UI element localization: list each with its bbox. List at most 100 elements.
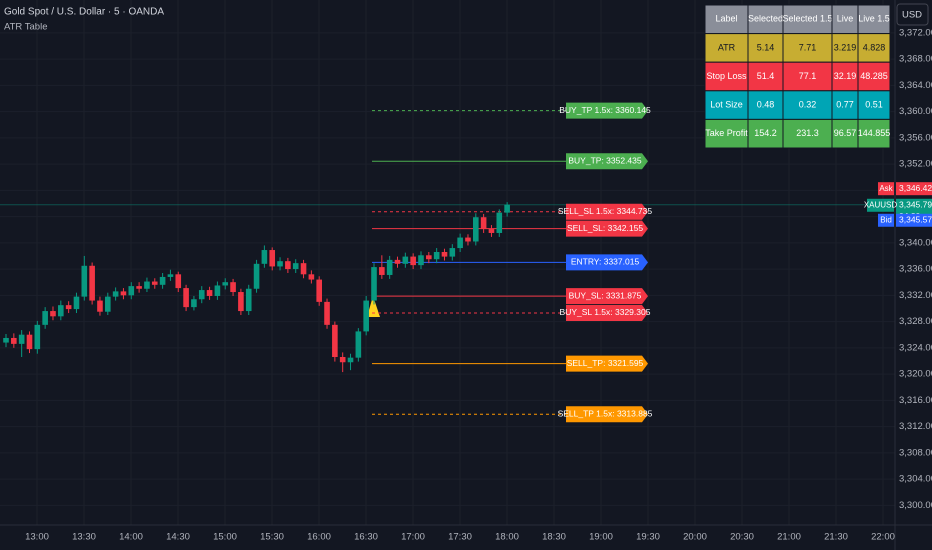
candle-body [3,337,9,343]
candle-body [42,311,48,325]
candle-body [386,259,393,275]
level-label: SELL_SL: 3342.155 [567,223,643,233]
table-value: 3.219 [834,42,857,52]
x-tick-label: 20:30 [730,532,754,543]
x-tick-label: 17:30 [448,532,472,543]
y-tick-label: 3,340.000 [899,237,932,248]
level-tag [566,288,648,305]
y-tick-label: 3,312.000 [899,421,932,432]
candle-body [379,267,385,275]
x-tick-label: 13:30 [72,532,96,543]
candle-body [449,248,456,257]
candle-body [441,252,448,257]
y-tick-label: 3,316.000 [899,395,932,406]
table-cell [831,90,859,120]
currency-label[interactable]: USD [902,10,922,21]
level-tag [566,203,648,220]
candle-body [269,250,276,267]
level-tag [566,355,648,372]
candle-body [418,255,424,266]
table-cell [747,61,784,92]
level-tag [566,406,648,423]
candle-body [465,237,471,242]
y-tick-label: 3,304.000 [899,474,932,485]
table-value: ATR [718,42,736,52]
candle-body [230,282,236,293]
candle-body [167,274,174,277]
y-tick-label: 3,368.000 [899,54,932,65]
candle-body [128,286,135,296]
price-tag [896,213,932,227]
candle-body [151,281,158,285]
table-cell [831,61,859,92]
candle-body [261,250,268,264]
x-tick-label: 15:00 [213,532,237,543]
table-cell [704,4,749,35]
table-value: Stop Loss [706,71,747,81]
table-value: 5.14 [757,42,775,52]
x-tick-label: 18:00 [495,532,519,543]
candle-body [183,288,189,308]
y-tick-label: 3,328.000 [899,316,932,327]
candle-body [206,290,213,296]
candle-body [332,324,338,357]
candle-body [457,237,463,249]
table-value: 77.1 [799,71,817,81]
table-header: Selected 1.5 [782,14,832,24]
table-value: 96.57 [834,128,857,138]
y-tick-label: 3,336.000 [899,264,932,275]
price-tag-name-box [867,198,894,212]
candle-body [81,265,88,297]
candle-body [285,261,291,270]
x-tick-label: 21:30 [824,532,848,543]
table-cell [857,118,891,149]
x-tick-label: 19:30 [636,532,660,543]
candle-body [347,357,354,363]
level-tag [566,254,648,271]
table-value: 32.19 [834,71,857,81]
x-tick-label: 20:00 [683,532,707,543]
y-tick-label: 3,360.000 [899,106,932,117]
candle-body [410,256,416,266]
candle-body [112,291,119,297]
table-value: 0.32 [799,99,817,109]
candle-body [402,256,409,264]
candle-body [253,263,260,289]
table-value: 7.71 [799,42,817,52]
y-tick-label: 3,332.000 [899,290,932,301]
candle-body [214,285,221,296]
table-value: 144.855 [858,128,891,138]
price-tag-name-box [878,182,894,196]
table-cell [747,118,784,149]
table-value: 51.4 [757,71,775,81]
price-tag [896,182,932,196]
y-tick-label: 3,356.000 [899,132,932,143]
currency-button[interactable] [896,3,929,26]
level-label: BUY_SL: 3331.875 [569,290,642,300]
price-tag-value: 3,345.570 [899,215,932,225]
candle-body [473,217,479,242]
table-cell [857,4,891,35]
price-tag-name: XAUUSD [864,200,898,209]
table-value: 154.2 [754,128,777,138]
table-cell [704,90,749,120]
table-value: 48.285 [860,71,888,81]
level-label: BUY_SL 1.5x: 3329.305 [560,307,651,317]
y-tick-label: 3,308.000 [899,447,932,458]
table-value: 0.51 [865,99,883,109]
table-cell [782,33,833,63]
x-tick-label: 21:00 [777,532,801,543]
candle-body [198,290,205,300]
table-cell [857,33,891,63]
candle-body [50,311,56,317]
candle-body [488,229,495,233]
candle-body [191,299,197,308]
table-header: Selected [748,14,783,24]
level-label: SELL_TP 1.5x: 3313.885 [558,408,653,418]
x-tick-label: 18:30 [542,532,566,543]
x-tick-label: 19:00 [589,532,613,543]
price-tag-name: Bid [880,215,892,224]
level-tag [566,102,648,119]
candle-body [339,357,346,363]
